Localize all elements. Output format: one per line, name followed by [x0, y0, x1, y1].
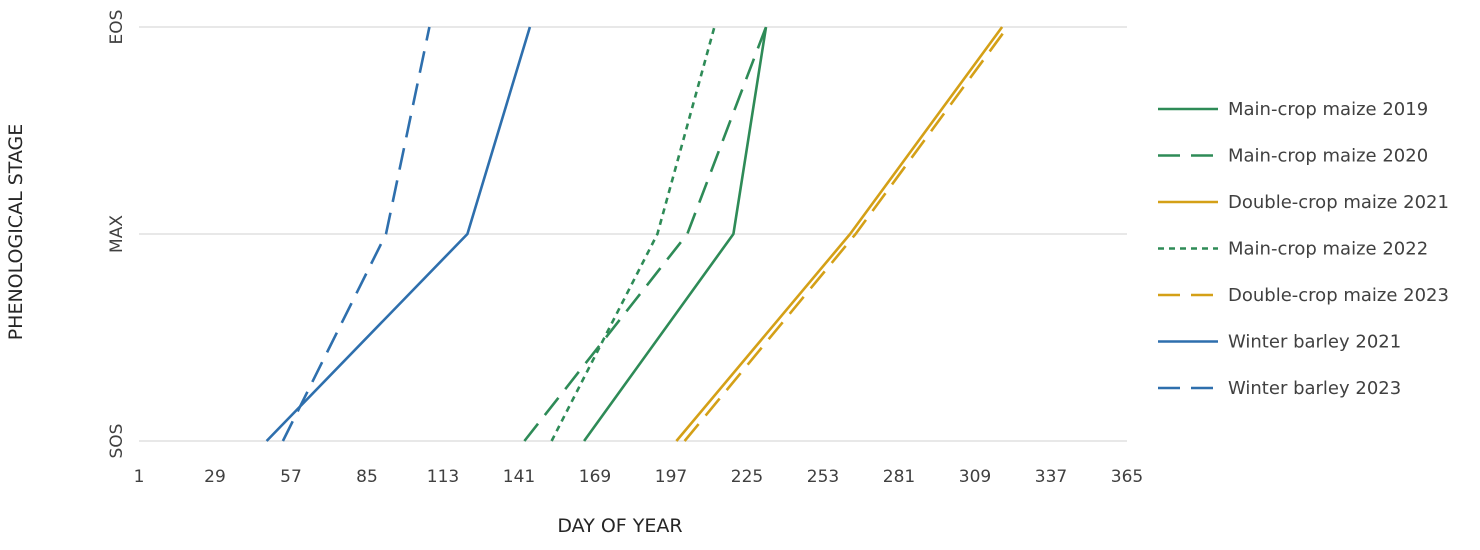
x-tick-label: 281: [883, 467, 915, 487]
series-line-2: [523, 26, 768, 442]
x-tick-label: 365: [1111, 467, 1143, 487]
x-tick-label: 85: [356, 467, 378, 487]
legend-label-7: Winter barley 2023: [1228, 378, 1401, 399]
series-line-6: [265, 26, 532, 442]
series-line-4: [550, 26, 716, 442]
x-axis-ticks: 1 29 57 85 113 141 169 197 225 253 281 309 337 365: [134, 467, 1144, 487]
legend-label-2: Main-crop maize 2020: [1228, 146, 1428, 167]
x-tick-label: 169: [579, 467, 611, 487]
x-tick-label: 113: [427, 467, 459, 487]
series-line-1: [583, 26, 768, 442]
y-axis-title: PHENOLOGICAL STAGE: [5, 124, 27, 341]
x-tick-label: 225: [731, 467, 763, 487]
x-tick-label: 309: [959, 467, 991, 487]
series-line-5: [683, 26, 1009, 442]
y-tick-label: EOS: [107, 10, 127, 45]
legend: Main-crop maize 2019 Main-crop maize 2020…: [1158, 99, 1449, 399]
x-tick-label: 253: [807, 467, 839, 487]
legend-label-4: Main-crop maize 2022: [1228, 239, 1428, 260]
legend-label-3: Double-crop maize 2021: [1228, 192, 1449, 213]
y-axis-ticks: SOS MAX EOS: [107, 10, 127, 459]
legend-label-5: Double-crop maize 2023: [1228, 285, 1449, 306]
x-tick-label: 57: [280, 467, 302, 487]
x-tick-label: 29: [204, 467, 226, 487]
legend-label-1: Main-crop maize 2019: [1228, 99, 1428, 120]
gridlines: [139, 26, 1127, 442]
y-tick-label: MAX: [107, 215, 127, 253]
x-tick-label: 197: [655, 467, 687, 487]
legend-label-6: Winter barley 2021: [1228, 332, 1401, 353]
x-tick-label: 141: [503, 467, 535, 487]
x-tick-label: 337: [1035, 467, 1067, 487]
series-line-3: [675, 26, 1004, 442]
x-tick-label: 1: [134, 467, 145, 487]
plot-area: [265, 26, 1009, 442]
series-line-7: [281, 26, 431, 442]
y-tick-label: SOS: [107, 424, 127, 459]
x-axis-title: DAY OF YEAR: [557, 515, 682, 537]
